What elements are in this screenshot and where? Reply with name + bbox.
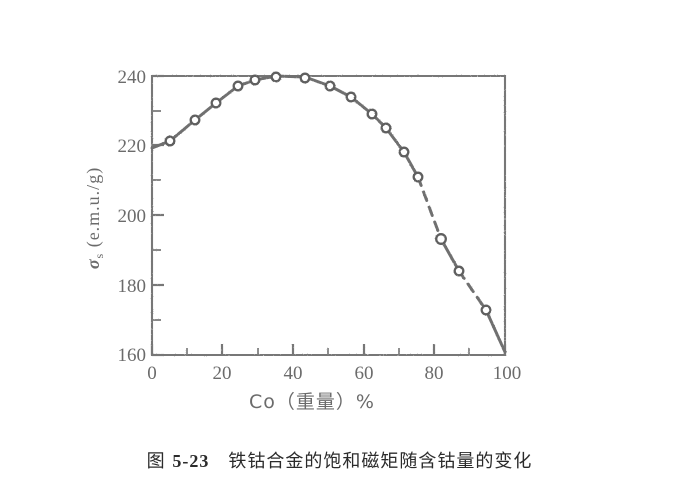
x-tick-label: 20 <box>213 363 232 384</box>
y-axis-symbol: σ <box>83 258 103 269</box>
data-point <box>324 80 336 92</box>
y-axis-unit: (e.m.u./g) <box>83 167 104 247</box>
x-tick-label: 0 <box>147 363 157 384</box>
y-tick-label: 200 <box>118 206 147 227</box>
data-point <box>412 171 424 183</box>
data-point <box>398 146 410 158</box>
data-point <box>299 72 311 84</box>
plot-frame <box>150 74 507 357</box>
y-tick-labels: 240 220 200 180 160 <box>118 67 147 366</box>
data-point <box>435 233 447 245</box>
figure-caption: 图 5-23 铁钴合金的饱和磁矩随含钴量的变化 <box>0 447 679 473</box>
data-point <box>232 80 244 92</box>
y-tick-label: 220 <box>118 136 147 157</box>
data-curve-dashed-2 <box>457 269 488 312</box>
svg-text:σs (e.m.u./g): σs (e.m.u./g) <box>83 167 106 269</box>
data-curve-solid <box>150 74 420 179</box>
y-axis-subscript: s <box>92 253 106 259</box>
y-minor-ticks <box>152 110 161 321</box>
data-curve-solid-2 <box>439 237 461 273</box>
data-point <box>189 114 201 126</box>
data-point <box>366 108 378 120</box>
y-axis-title: σs (e.m.u./g) <box>83 167 106 269</box>
x-tick-labels: 0 20 40 60 80 100 <box>147 363 521 384</box>
x-tick-label: 100 <box>493 363 522 384</box>
data-point <box>249 74 261 86</box>
x-axis-title: Co（重量）% <box>249 391 375 413</box>
data-point <box>380 122 392 134</box>
x-tick-label: 60 <box>355 363 374 384</box>
data-point <box>210 97 222 109</box>
y-tick-label: 180 <box>118 276 147 297</box>
x-minor-ticks <box>186 348 470 355</box>
caption-number: 5-23 <box>172 451 210 471</box>
x-tick-label: 80 <box>425 363 444 384</box>
x-major-ticks <box>150 344 507 355</box>
data-curve-dashed-1 <box>416 175 443 241</box>
y-tick-label: 240 <box>118 67 147 88</box>
data-point <box>480 304 492 316</box>
data-point <box>270 71 282 83</box>
data-curve-tail <box>484 308 507 354</box>
caption-prefix: 图 <box>146 451 166 472</box>
data-point <box>164 135 176 147</box>
data-point <box>453 265 465 277</box>
caption-text: 铁钴合金的饱和磁矩随含钴量的变化 <box>228 451 533 472</box>
x-tick-label: 40 <box>284 363 303 384</box>
data-point <box>345 91 357 103</box>
data-markers <box>164 71 492 316</box>
y-tick-label: 160 <box>118 345 147 366</box>
y-major-ticks <box>152 74 164 357</box>
